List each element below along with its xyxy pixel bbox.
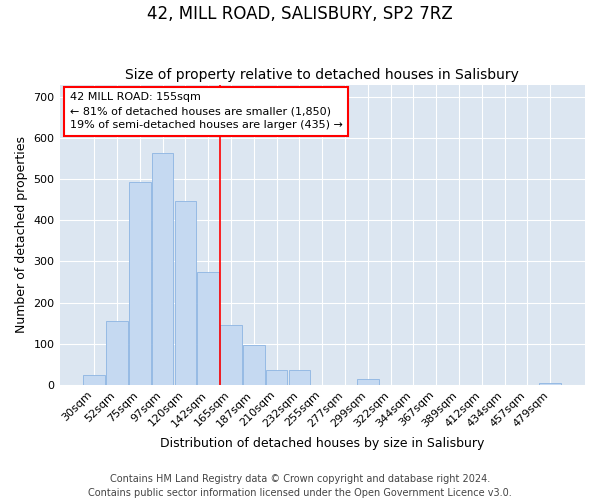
Bar: [289, 370, 310, 385]
Text: Contains HM Land Registry data © Crown copyright and database right 2024.
Contai: Contains HM Land Registry data © Crown c…: [88, 474, 512, 498]
Bar: [129, 182, 151, 385]
Bar: [83, 374, 105, 385]
Bar: [357, 380, 379, 385]
Bar: [175, 201, 196, 385]
Y-axis label: Number of detached properties: Number of detached properties: [15, 136, 28, 333]
Bar: [220, 325, 242, 385]
X-axis label: Distribution of detached houses by size in Salisbury: Distribution of detached houses by size …: [160, 437, 484, 450]
Bar: [266, 370, 287, 385]
Bar: [152, 153, 173, 385]
Text: 42, MILL ROAD, SALISBURY, SP2 7RZ: 42, MILL ROAD, SALISBURY, SP2 7RZ: [147, 5, 453, 23]
Title: Size of property relative to detached houses in Salisbury: Size of property relative to detached ho…: [125, 68, 519, 82]
Bar: [243, 345, 265, 385]
Bar: [197, 272, 219, 385]
Text: 42 MILL ROAD: 155sqm
← 81% of detached houses are smaller (1,850)
19% of semi-de: 42 MILL ROAD: 155sqm ← 81% of detached h…: [70, 92, 343, 130]
Bar: [539, 383, 561, 385]
Bar: [106, 321, 128, 385]
